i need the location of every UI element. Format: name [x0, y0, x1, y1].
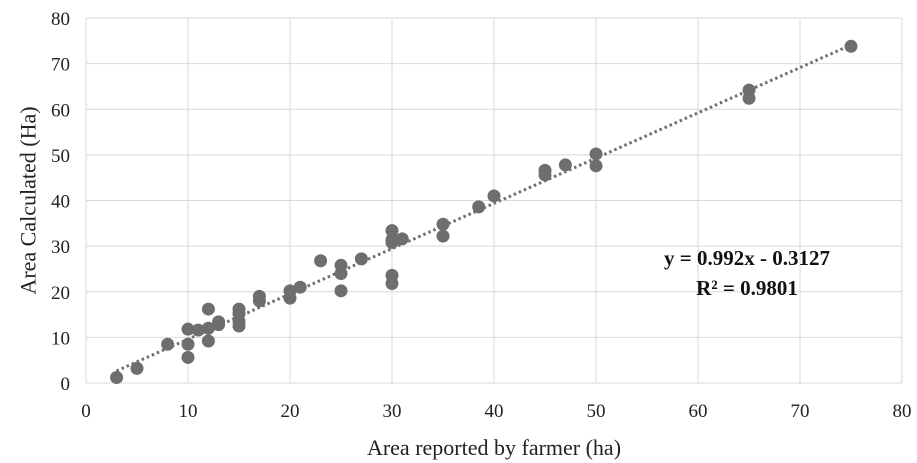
data-point [334, 258, 348, 272]
data-point [293, 280, 307, 294]
data-point [385, 224, 399, 238]
data-point [181, 337, 195, 351]
y-tick-label: 20 [51, 283, 70, 304]
data-point [589, 159, 603, 173]
data-point [538, 163, 552, 177]
data-point [385, 268, 399, 282]
data-point [472, 200, 486, 214]
data-point [558, 158, 572, 172]
trendline-equation: y = 0.992x - 0.3127 [664, 246, 830, 270]
y-tick-label: 80 [51, 9, 70, 30]
data-point [181, 350, 195, 364]
y-axis-title: Area Calculated (Ha) [16, 106, 41, 294]
data-point [181, 322, 195, 336]
y-tick-label: 60 [51, 100, 70, 121]
data-point [395, 232, 409, 246]
y-tick-label: 70 [51, 55, 70, 76]
x-tick-label: 0 [81, 401, 91, 422]
data-point [201, 321, 215, 335]
x-tick-label: 60 [689, 401, 708, 422]
data-point [354, 252, 368, 266]
data-point [201, 302, 215, 316]
data-point [212, 315, 226, 329]
data-point [436, 229, 450, 243]
data-point [742, 83, 756, 97]
data-point [232, 302, 246, 316]
data-point [844, 39, 858, 53]
x-tick-label: 20 [281, 401, 300, 422]
data-point [589, 147, 603, 161]
x-tick-label: 50 [587, 401, 606, 422]
trendline-r-squared: R² = 0.9801 [696, 276, 798, 300]
data-point [201, 334, 215, 348]
data-point [161, 337, 175, 351]
x-axis-title: Area reported by farmer (ha) [367, 435, 621, 460]
data-point [436, 217, 450, 231]
y-tick-label: 40 [51, 192, 70, 213]
y-tick-label: 50 [51, 146, 70, 167]
data-points [110, 39, 858, 385]
data-point [487, 189, 501, 203]
x-tick-label: 70 [791, 401, 810, 422]
data-point [191, 323, 205, 337]
y-tick-label: 10 [51, 328, 70, 349]
y-tick-label: 30 [51, 237, 70, 258]
tick-labels: 0 10 20 30 40 50 60 70 80 0 10 20 30 40 50 60 70 80 [51, 9, 912, 422]
x-tick-label: 80 [893, 401, 912, 422]
data-point [283, 284, 297, 298]
y-tick-label: 0 [61, 374, 71, 395]
data-point [110, 371, 124, 385]
data-point [314, 254, 328, 268]
data-point [334, 284, 348, 298]
data-point [130, 361, 144, 375]
data-point [385, 233, 399, 247]
x-tick-label: 30 [383, 401, 402, 422]
data-point [252, 289, 266, 303]
x-tick-label: 40 [485, 401, 504, 422]
x-tick-label: 10 [179, 401, 198, 422]
